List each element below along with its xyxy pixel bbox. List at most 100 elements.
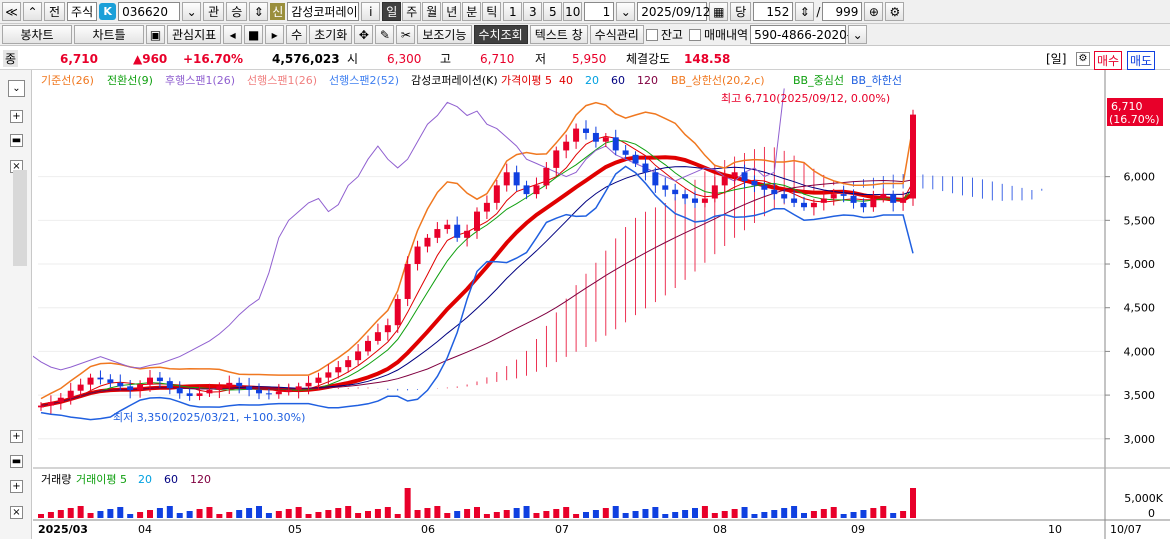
- period-tab-5[interactable]: 틱: [482, 2, 502, 21]
- period-tab-3[interactable]: 년: [442, 2, 462, 21]
- sell-button[interactable]: 매도: [1127, 51, 1156, 70]
- max-count-input[interactable]: 999: [822, 2, 863, 21]
- unit-button-5[interactable]: 5: [543, 2, 563, 21]
- volume-bar: [265, 513, 272, 518]
- volume-bar: [493, 512, 500, 518]
- volume-bar: [583, 512, 589, 518]
- dang-button[interactable]: 당: [730, 2, 752, 21]
- account-dropdown-icon[interactable]: ⌄: [848, 25, 868, 44]
- volume-bar: [880, 506, 887, 518]
- prev-arrow-icon[interactable]: ◂: [223, 25, 243, 44]
- save-icon[interactable]: ▣: [146, 25, 165, 44]
- jeon-button[interactable]: 전: [44, 2, 66, 21]
- move-icon[interactable]: ✥: [354, 25, 374, 44]
- nav-up-button[interactable]: ⌃: [23, 2, 42, 21]
- minimize-pane-2-icon[interactable]: ▬: [10, 455, 23, 468]
- view-count-spinner-icon[interactable]: ⇕: [795, 2, 815, 21]
- volume-bar: [810, 511, 817, 518]
- y-tick-label: 5,500: [1124, 214, 1156, 227]
- volume-bar: [275, 511, 282, 518]
- candle-body: [543, 167, 550, 186]
- volume-bar: [77, 506, 84, 518]
- view-count-input[interactable]: 152: [753, 2, 794, 21]
- volume-bar: [226, 512, 233, 518]
- up-down-spinner-icon[interactable]: ⇕: [249, 2, 269, 21]
- nav-prev-button[interactable]: ≪: [2, 2, 21, 21]
- period-tab-1[interactable]: 주: [402, 2, 422, 21]
- unit-dropdown-icon[interactable]: ⌄: [616, 2, 636, 21]
- chart-frame-button[interactable]: 차트틀: [74, 25, 144, 44]
- unit-button-10[interactable]: 10: [563, 2, 583, 21]
- volume-bar: [137, 512, 144, 518]
- x-tick-label: 06: [421, 523, 435, 536]
- period-tab-2[interactable]: 월: [422, 2, 442, 21]
- volume-bar: [256, 506, 262, 518]
- volume-bar: [612, 506, 619, 518]
- chart-settings-icon[interactable]: ⚙: [1076, 52, 1090, 66]
- candle-body: [642, 163, 649, 173]
- candle-body: [830, 194, 837, 199]
- volume-tick-label: 0: [1148, 507, 1155, 520]
- candle-body: [533, 185, 540, 195]
- text-window-button[interactable]: 텍스트 창: [529, 25, 588, 44]
- indicator-button[interactable]: 관심지표: [167, 25, 222, 44]
- remove-pane-2-icon[interactable]: ×: [10, 506, 23, 519]
- ichimoku-cloud: [268, 146, 1043, 391]
- price-tag-pct: (16.70%): [1109, 113, 1160, 126]
- candle-body: [147, 377, 153, 385]
- reset-button[interactable]: 초기화: [309, 25, 353, 44]
- volume-bar: [285, 509, 292, 518]
- candle-body: [127, 386, 134, 390]
- volume-bar: [870, 508, 877, 518]
- next-arrow-icon[interactable]: ▸: [265, 25, 285, 44]
- add-pane-2-icon[interactable]: +: [10, 430, 23, 443]
- candle-body: [77, 384, 84, 391]
- formula-button[interactable]: 수식관리: [589, 25, 644, 44]
- buy-button[interactable]: 매수: [1094, 51, 1123, 70]
- value-lookup-button[interactable]: 수치조회: [473, 25, 528, 44]
- price-info-bar: 종 6,710 ▲960 +16.70% 4,576,023 시 6,300 고…: [0, 48, 1170, 70]
- scissors-icon[interactable]: ✂: [396, 25, 416, 44]
- expand-chevron-icon[interactable]: ⌄: [8, 80, 25, 97]
- balance-checkbox[interactable]: [645, 28, 658, 41]
- calendar-icon[interactable]: ▦: [709, 2, 729, 21]
- candle-chart-button[interactable]: 봉차트: [2, 25, 72, 44]
- candle-body: [860, 202, 867, 208]
- period-tab-4[interactable]: 분: [462, 2, 482, 21]
- info-button[interactable]: i: [361, 2, 381, 21]
- unit-count-input[interactable]: 1: [584, 2, 615, 21]
- add-pane-3-icon[interactable]: +: [10, 480, 23, 493]
- gwan-button[interactable]: 관: [203, 2, 225, 21]
- seung-button[interactable]: 승: [226, 2, 248, 21]
- volume-bar: [404, 488, 411, 518]
- k-icon[interactable]: K: [99, 3, 117, 20]
- sidebar-scrollbar[interactable]: [13, 170, 27, 266]
- trade-history-checkbox[interactable]: [688, 28, 701, 41]
- zoom-icon[interactable]: ⊕: [864, 2, 884, 21]
- candle-body: [47, 402, 54, 406]
- code-search-icon[interactable]: ⌄: [182, 2, 202, 21]
- account-select[interactable]: 590-4866-2020-1: [750, 25, 859, 44]
- market-select[interactable]: 주식: [67, 2, 98, 21]
- su-button[interactable]: 수: [286, 25, 308, 44]
- unit-button-3[interactable]: 3: [523, 2, 543, 21]
- add-pane-icon[interactable]: +: [10, 110, 23, 123]
- date-input[interactable]: 2025/09/12: [637, 2, 710, 21]
- jong-tab[interactable]: 종: [3, 50, 19, 67]
- candle-body: [721, 176, 728, 186]
- unit-button-1[interactable]: 1: [503, 2, 523, 21]
- aux-function-button[interactable]: 보조기능: [417, 25, 472, 44]
- candle-body: [176, 388, 183, 394]
- volume-pane: 거래량 거래이평 5 20 60 120 5,000K 0: [33, 467, 1170, 520]
- pen-icon[interactable]: ✎: [375, 25, 395, 44]
- stop-icon[interactable]: ■: [244, 25, 264, 44]
- period-tab-0[interactable]: 일: [382, 2, 402, 21]
- y-tick-label: 4,500: [1124, 302, 1156, 315]
- candle-body: [701, 198, 708, 203]
- minimize-pane-icon[interactable]: ▬: [10, 134, 23, 147]
- legend-item-3: 선행스팬1(26): [247, 74, 317, 87]
- stock-code-input[interactable]: 036620: [118, 2, 181, 21]
- settings-gear-icon[interactable]: ⚙: [885, 2, 905, 21]
- candle-body: [592, 132, 599, 142]
